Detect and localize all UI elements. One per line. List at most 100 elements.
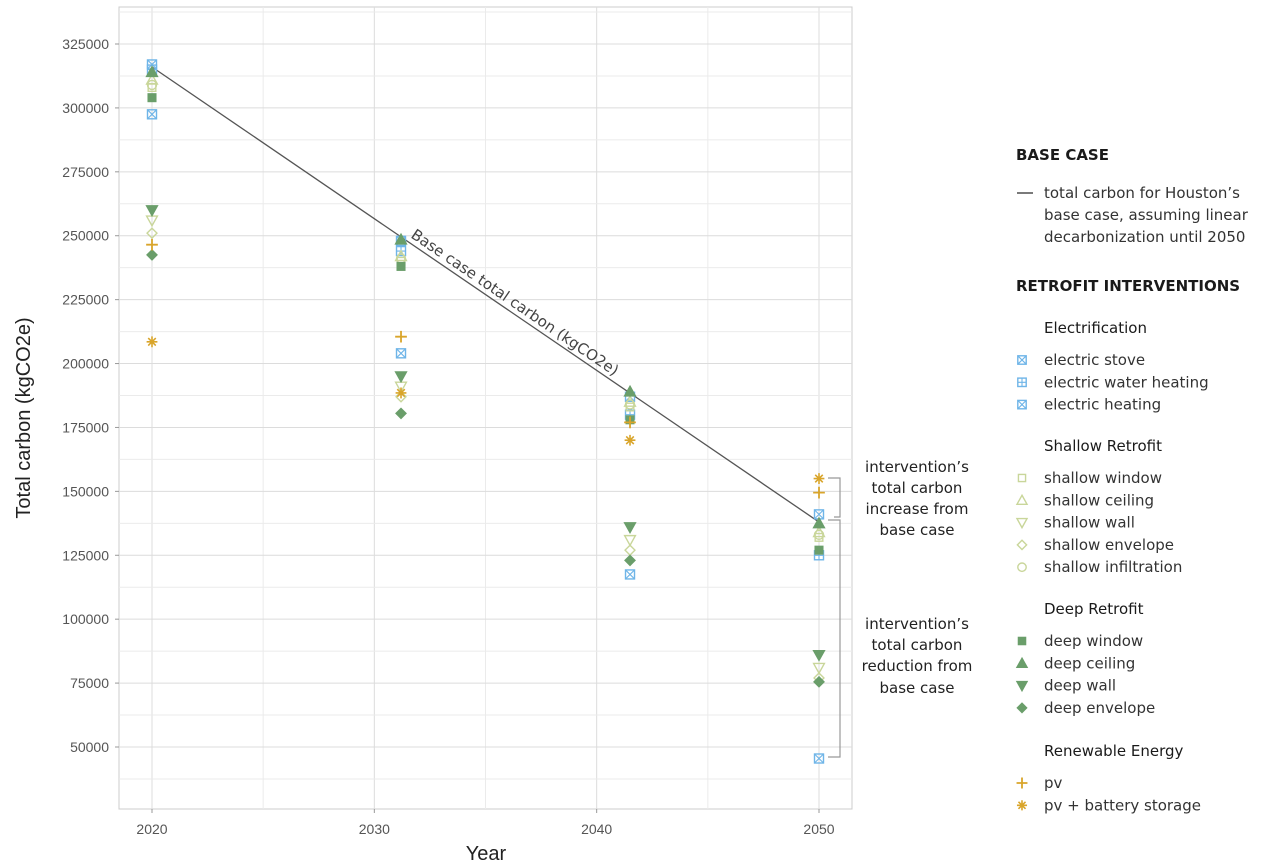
legend-base-case-header: BASE CASE [1016, 146, 1109, 164]
point-deep-ceiling [623, 384, 637, 397]
x-tick-label: 2020 [136, 821, 167, 837]
point-pv-battery-storage [395, 387, 407, 399]
point-shallow-infiltration [813, 529, 825, 541]
increase-bracket [828, 477, 841, 518]
point-deep-ceiling [812, 516, 826, 529]
legend-base-case-text: base case, assuming linear [1044, 206, 1249, 224]
y-tick-label: 150000 [62, 483, 109, 499]
point-pv [395, 330, 407, 343]
increase-note-line: intervention’s [865, 458, 969, 476]
legend-item-label: shallow wall [1044, 514, 1135, 532]
point-shallow-envelope [146, 227, 158, 240]
point-pv-battery-storage [146, 336, 158, 348]
legend-item-label: shallow envelope [1044, 536, 1174, 554]
point-deep-window [814, 545, 824, 555]
legend-base-case-text: decarbonization until 2050 [1044, 228, 1245, 246]
point-electric-heating [395, 348, 407, 359]
y-tick-label: 50000 [70, 739, 109, 755]
y-axis-ticks: 50000 75000 100000 125000 150000 175000 200000… [62, 36, 119, 755]
point-deep-envelope [813, 675, 825, 688]
y-tick-label: 250000 [62, 228, 109, 244]
point-shallow-wall [812, 662, 826, 675]
point-deep-wall [623, 522, 637, 534]
data-points [145, 59, 826, 764]
point-deep-window [396, 261, 406, 271]
y-axis-title: Total carbon (kgCO2e) [13, 317, 35, 518]
x-axis-title: Year [466, 843, 507, 864]
point-deep-envelope [395, 407, 407, 420]
legend-marker [1015, 493, 1029, 506]
legend-marker [1016, 777, 1028, 789]
legend-item-label: shallow ceiling [1044, 491, 1154, 509]
base-case-line [151, 66, 820, 523]
point-electric-stove [813, 509, 825, 520]
legend-item-label: deep envelope [1044, 699, 1155, 717]
legend-group-renewable-energy: Renewable Energy pv pv + battery storage [1016, 742, 1201, 814]
legend-marker [1017, 636, 1027, 646]
y-tick-label: 100000 [62, 611, 109, 627]
legend-marker [1016, 800, 1028, 811]
y-tick-label: 225000 [62, 292, 109, 308]
legend-groups: Electrification electric stove electric wa… [1015, 319, 1209, 814]
x-tick-label: 2030 [359, 821, 390, 837]
legend-item-label: deep window [1044, 632, 1143, 650]
y-tick-label: 175000 [62, 419, 109, 435]
legend-item-label: shallow window [1044, 469, 1162, 487]
point-shallow-infiltration [146, 79, 158, 91]
legend-group-electrification: Electrification electric stove electric wa… [1017, 319, 1209, 414]
point-shallow-ceiling [145, 72, 159, 85]
y-tick-label: 325000 [62, 36, 109, 52]
x-axis-ticks: 2020 2030 2040 2050 [136, 809, 835, 837]
x-tick-label: 2040 [581, 821, 612, 837]
point-shallow-wall [623, 534, 637, 547]
reduction-note-line: reduction from [862, 657, 973, 675]
legend-marker [1015, 656, 1029, 669]
increase-note-line: increase from [866, 500, 969, 518]
legend-item-label: deep wall [1044, 677, 1116, 695]
legend-group-title: Shallow Retrofit [1044, 437, 1162, 455]
legend-marker [1017, 377, 1027, 388]
point-deep-wall [145, 205, 159, 218]
legend-marker [1017, 473, 1027, 483]
y-tick-label: 200000 [62, 356, 109, 372]
reduction-note-line: intervention’s [865, 615, 969, 633]
legend-marker [1017, 355, 1027, 365]
legend: BASE CASE total carbon for Houston’s bas… [1015, 146, 1249, 814]
point-deep-ceiling [145, 65, 159, 78]
legend-group-title: Renewable Energy [1044, 742, 1183, 760]
grid [119, 7, 852, 809]
reduction-bracket [828, 519, 841, 758]
point-deep-window [147, 93, 157, 103]
point-deep-wall [394, 371, 408, 384]
point-deep-envelope [624, 554, 636, 567]
point-deep-envelope [146, 248, 158, 261]
point-deep-wall [812, 649, 826, 662]
y-tick-label: 75000 [70, 675, 109, 691]
y-tick-label: 300000 [62, 100, 109, 116]
y-tick-label: 125000 [62, 547, 109, 563]
point-electric-heating [146, 109, 158, 120]
point-pv [813, 486, 825, 499]
point-pv-battery-storage [624, 434, 636, 446]
point-shallow-infiltration [624, 399, 636, 410]
point-deep-ceiling [394, 232, 408, 245]
legend-marker [1017, 399, 1027, 410]
legend-marker [1016, 702, 1028, 714]
legend-marker [1015, 517, 1029, 530]
legend-base-case-text: total carbon for Houston’s [1044, 184, 1240, 202]
legend-item-label: electric water heating [1044, 373, 1209, 391]
reduction-note-line: base case [879, 679, 954, 697]
legend-group-shallow-retrofit: Shallow Retrofit shallow window shallow ce… [1015, 437, 1182, 576]
point-electric-heating [813, 753, 825, 764]
increase-note-line: base case [879, 521, 954, 539]
legend-marker [1015, 680, 1029, 693]
point-pv [624, 416, 636, 429]
legend-item-label: pv [1044, 774, 1063, 792]
legend-item-label: pv + battery storage [1044, 796, 1201, 814]
point-electric-heating [624, 569, 636, 580]
legend-group-title: Deep Retrofit [1044, 600, 1144, 618]
y-tick-label: 275000 [62, 164, 109, 180]
legend-item-label: electric heating [1044, 396, 1161, 414]
reduction-note: intervention’s total carbon reduction fr… [862, 615, 973, 697]
